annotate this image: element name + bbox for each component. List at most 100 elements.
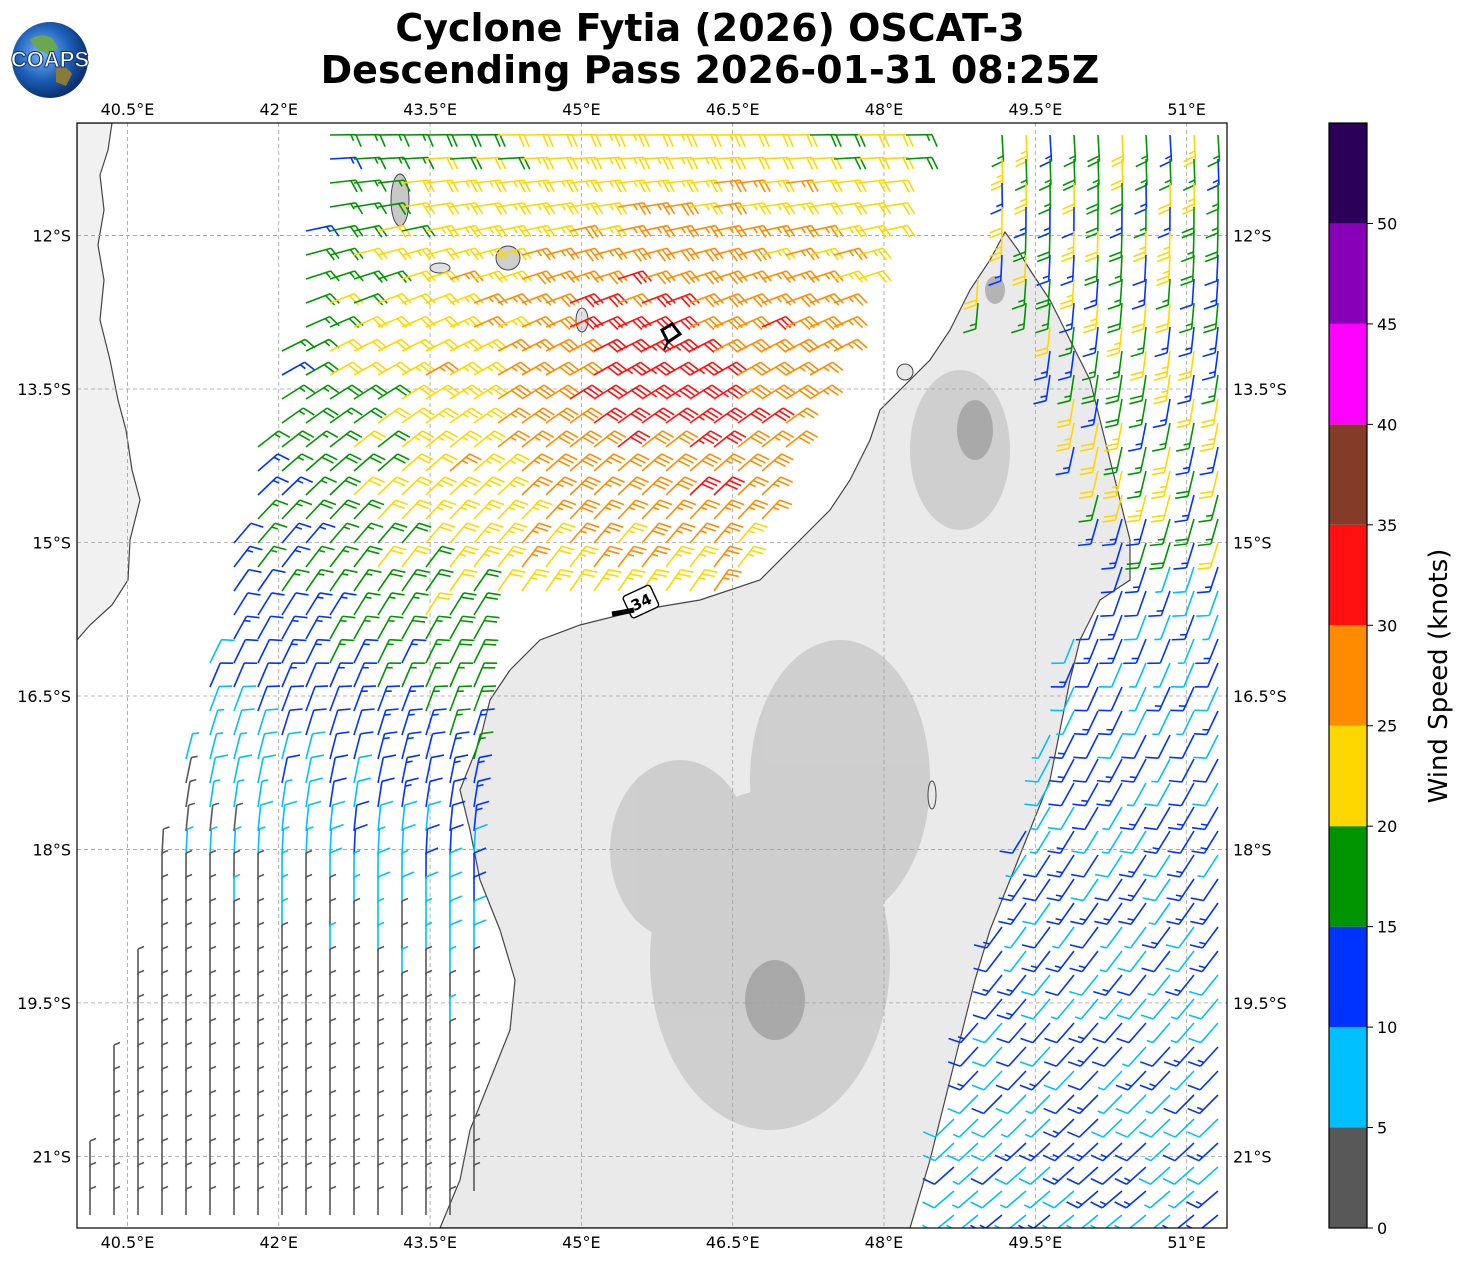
wind-barb <box>161 945 169 975</box>
wind-barb <box>329 1137 337 1167</box>
wind-barb <box>1070 854 1099 878</box>
wind-barb <box>1102 806 1123 831</box>
wind-barb <box>209 826 218 856</box>
wind-barb <box>1078 494 1099 523</box>
wind-barb <box>257 430 291 448</box>
colorbar-tick-label: 30 <box>1377 616 1397 635</box>
wind-barb <box>1096 782 1123 807</box>
wind-barb <box>1069 974 1099 997</box>
wind-barb <box>689 476 722 496</box>
wind-barb <box>377 453 410 472</box>
wind-barb <box>1099 950 1123 973</box>
wind-barb <box>1075 614 1099 641</box>
wind-barb <box>257 800 274 832</box>
wind-barb <box>473 545 503 568</box>
wind-barb <box>545 384 580 400</box>
wind-barb <box>233 921 241 951</box>
wind-barb <box>1167 830 1195 854</box>
wind-barb <box>1101 830 1123 854</box>
wind-barb <box>257 897 265 927</box>
wind-barb <box>233 873 241 903</box>
wind-barb <box>1092 1022 1123 1044</box>
wind-barb <box>521 361 556 376</box>
wind-barb <box>305 945 313 975</box>
wind-barb <box>1143 806 1171 831</box>
wind-barb <box>946 1142 979 1162</box>
wind-barb <box>353 270 388 283</box>
wind-barb <box>377 361 412 376</box>
wind-barb <box>641 270 676 285</box>
wind-barb <box>1036 230 1051 263</box>
wind-barb <box>521 133 554 148</box>
wind-barb <box>473 592 501 616</box>
wind-barb <box>1047 806 1075 831</box>
lon-label-bottom: 40.5°E <box>101 1233 155 1252</box>
wind-barb <box>137 1089 145 1119</box>
wind-barb <box>1121 734 1147 760</box>
wind-barb <box>449 1041 457 1071</box>
wind-barb <box>1098 998 1123 1020</box>
wind-barb <box>353 361 388 376</box>
wind-barb <box>998 902 1027 926</box>
wind-barb <box>1128 398 1147 429</box>
wind-barb <box>449 615 476 640</box>
wind-barb <box>1067 1046 1099 1067</box>
wind-barb <box>947 1070 979 1091</box>
wind-barb <box>185 1161 193 1191</box>
wind-barb <box>545 224 580 238</box>
wind-barb <box>1005 854 1027 878</box>
wind-barb <box>1080 398 1099 429</box>
wind-barb <box>1037 206 1051 239</box>
wind-barb <box>353 522 384 544</box>
wind-barb <box>449 945 457 975</box>
wind-barb <box>281 384 316 400</box>
wind-barb <box>377 921 385 951</box>
wind-barb <box>737 522 768 544</box>
wind-barb <box>449 384 484 400</box>
wind-barb <box>353 133 386 147</box>
wind-barb <box>737 224 772 238</box>
colorbar-tick-label: 0 <box>1377 1219 1387 1238</box>
wind-barb <box>1202 326 1219 358</box>
wind-barb <box>353 777 371 808</box>
wind-barb <box>401 522 432 544</box>
wind-barb <box>1073 710 1099 736</box>
wind-barb <box>281 568 310 592</box>
wind-barb <box>305 430 339 448</box>
wind-barb <box>257 1113 265 1143</box>
wind-barb <box>689 270 724 285</box>
wind-barb <box>353 407 387 424</box>
wind-barb <box>185 897 193 927</box>
wind-barb <box>1050 662 1075 688</box>
wind-barb <box>377 871 391 903</box>
wind-barb <box>305 545 335 568</box>
wind-barb <box>377 800 394 832</box>
wind-barb <box>785 202 820 216</box>
wind-barb <box>1163 1094 1195 1115</box>
wind-barb <box>737 133 770 148</box>
wind-barb <box>449 731 470 760</box>
wind-barb <box>1193 710 1219 736</box>
wind-barb <box>161 1137 169 1167</box>
wind-barb <box>425 499 457 520</box>
wind-barb <box>425 270 460 283</box>
wind-barb <box>257 1041 265 1071</box>
highland-peaks <box>745 276 1005 1040</box>
wind-barb <box>257 453 290 472</box>
wind-barb <box>161 1089 169 1119</box>
wind-barb <box>185 826 194 856</box>
wind-barb <box>994 1166 1027 1185</box>
colorbar-bin <box>1329 424 1367 525</box>
wind-barb <box>1130 326 1147 358</box>
wind-barb <box>521 545 551 568</box>
wind-barb <box>257 873 265 903</box>
wind-barb <box>137 1161 145 1191</box>
wind-barb <box>185 732 200 760</box>
wind-barb <box>785 224 820 238</box>
wind-barb <box>1162 1142 1195 1162</box>
wind-barb <box>473 270 508 283</box>
wind-barb <box>473 407 507 424</box>
wind-barb <box>377 1017 385 1047</box>
wind-barb <box>1200 422 1219 452</box>
wind-barb <box>545 202 580 216</box>
